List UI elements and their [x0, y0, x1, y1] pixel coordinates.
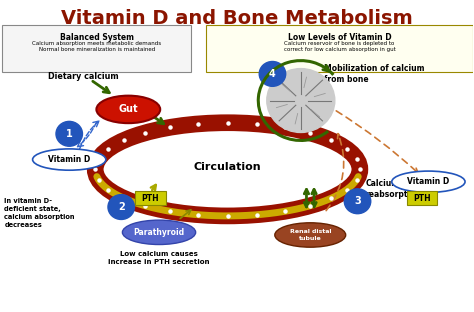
Text: 3: 3	[354, 196, 361, 206]
Text: 4: 4	[269, 69, 276, 79]
Text: Calcium
reabsorption: Calcium reabsorption	[365, 179, 421, 199]
Text: Dietary calcium: Dietary calcium	[48, 72, 118, 80]
Text: Vitamin D: Vitamin D	[48, 155, 91, 164]
Ellipse shape	[96, 96, 160, 123]
Circle shape	[267, 69, 335, 133]
Text: Low Levels of Vitamin D: Low Levels of Vitamin D	[288, 33, 392, 41]
FancyBboxPatch shape	[2, 25, 191, 72]
Text: Vitamin D: Vitamin D	[407, 177, 449, 186]
Text: Calcium absorption meets metabolic demands
Normal bone mineralization is maintai: Calcium absorption meets metabolic deman…	[32, 41, 161, 52]
FancyBboxPatch shape	[136, 191, 165, 205]
Circle shape	[108, 195, 135, 219]
Text: Gut: Gut	[118, 105, 138, 115]
Text: Circulation: Circulation	[194, 162, 261, 172]
Text: Parathyroid: Parathyroid	[134, 228, 184, 237]
Circle shape	[344, 189, 371, 214]
Circle shape	[259, 61, 286, 86]
Ellipse shape	[392, 171, 465, 193]
Text: PTH: PTH	[142, 194, 159, 203]
Text: Low calcium causes
increase in PTH secretion: Low calcium causes increase in PTH secre…	[108, 251, 210, 266]
Text: Balanced System: Balanced System	[60, 33, 134, 41]
FancyBboxPatch shape	[407, 191, 437, 205]
FancyBboxPatch shape	[206, 25, 474, 72]
Text: 1: 1	[66, 129, 73, 139]
Text: In vitamin D-
deficient state,
calcium absorption
decreases: In vitamin D- deficient state, calcium a…	[4, 198, 75, 228]
Text: Vitamin D and Bone Metabolism: Vitamin D and Bone Metabolism	[61, 9, 413, 28]
Text: Renal distal
tubule: Renal distal tubule	[290, 229, 331, 241]
Text: Mobilization of calcium
from bone: Mobilization of calcium from bone	[324, 64, 425, 84]
Ellipse shape	[275, 223, 346, 247]
Circle shape	[56, 121, 82, 146]
Text: Calcium reservoir of bone is depleted to
correct for low calcium absorption in g: Calcium reservoir of bone is depleted to…	[283, 41, 395, 52]
Ellipse shape	[33, 149, 106, 170]
Ellipse shape	[122, 220, 196, 245]
Text: PTH: PTH	[413, 194, 430, 203]
Text: 2: 2	[118, 202, 125, 212]
